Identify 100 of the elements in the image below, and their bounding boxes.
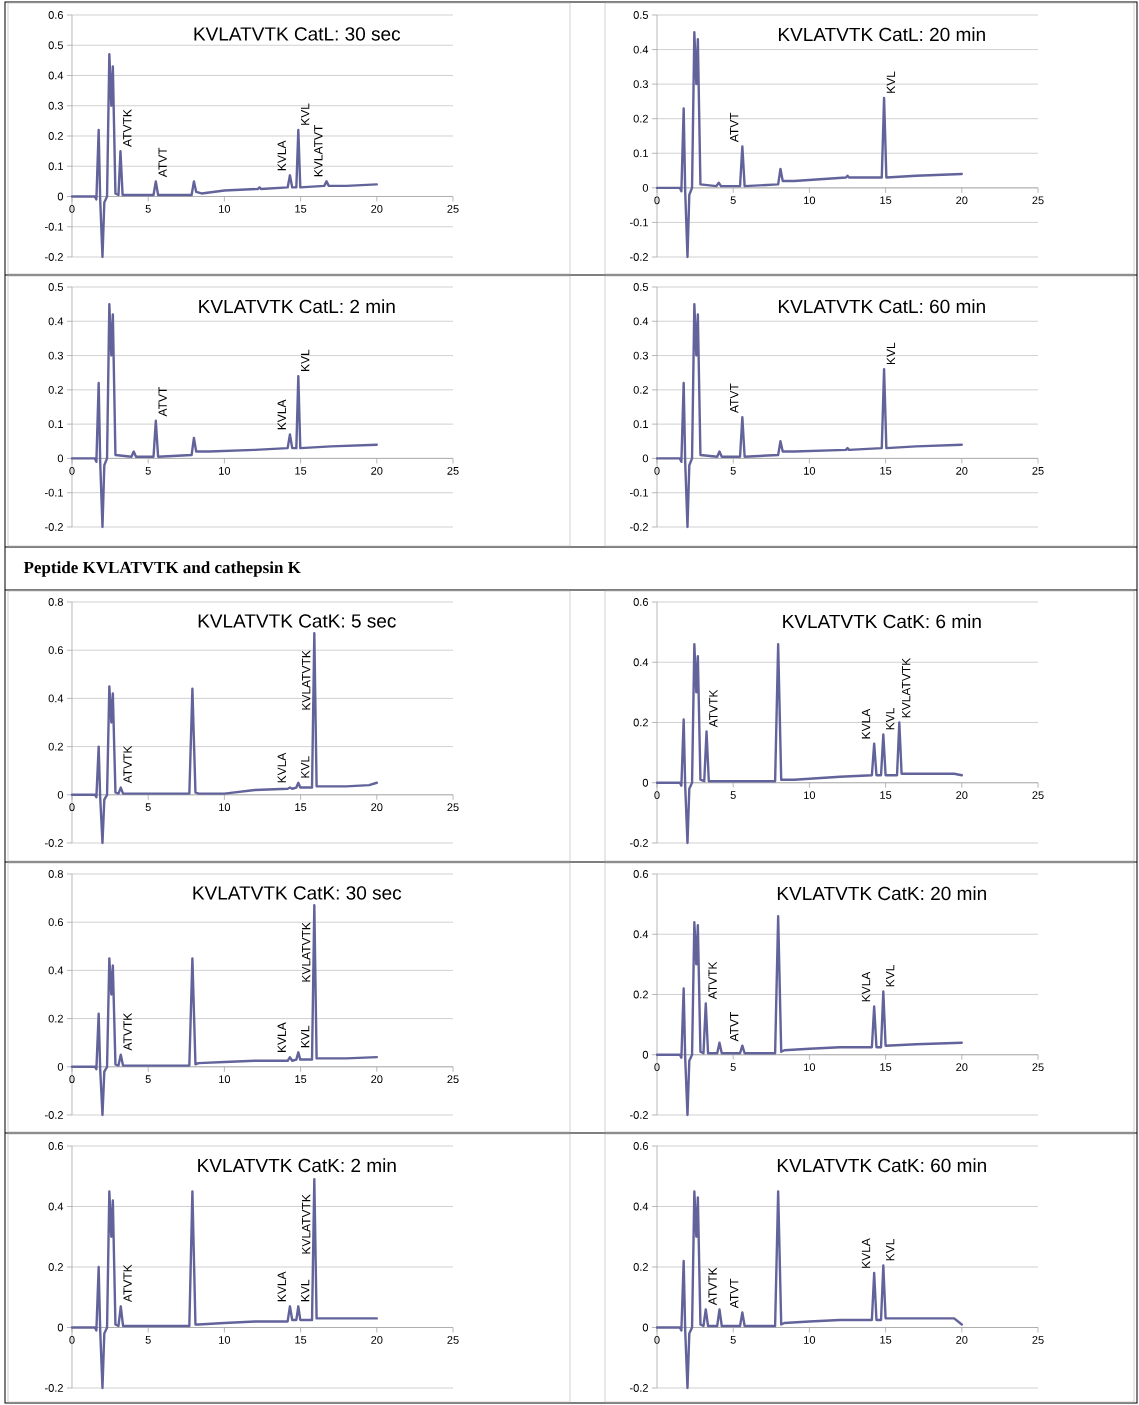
text: KVLATVTK CatL: 2 min <box>199 299 395 314</box>
text: KVLATVTK CatK: 20 min <box>777 886 986 901</box>
x-tick-label: 5 <box>145 466 151 475</box>
y-tick-label: 0.4 <box>48 1202 64 1211</box>
x-tick-label: 25 <box>1032 196 1044 205</box>
y-tick-label: 0 <box>642 778 649 787</box>
annotation: KVL <box>301 349 310 371</box>
y-tick-label: 0.2 <box>633 114 648 123</box>
y-tick-label: 0.8 <box>48 598 63 606</box>
x-tick-label: 5 <box>145 803 151 811</box>
x-tick-label: 10 <box>804 791 816 800</box>
y-tick-label: 0.2 <box>633 990 648 999</box>
chart-title: KVLATVTK CatK: 30 sec <box>193 886 402 900</box>
y-tick-label: 0.8 <box>48 870 63 878</box>
annotation: KVLA <box>277 399 286 430</box>
y-tick-label: -0.2 <box>630 1384 648 1392</box>
y-tick-label: 0.4 <box>633 1202 649 1211</box>
y-tick-label: 0.1 <box>48 420 63 429</box>
annotation: ATVT <box>158 147 167 178</box>
x-tick-label: 0 <box>654 791 660 800</box>
x-tick-label: 15 <box>880 1336 892 1344</box>
x-tick-label: 15 <box>295 466 307 475</box>
y-tick-label: -0.1 <box>45 222 63 231</box>
y-tick-label: 0.2 <box>48 1014 63 1023</box>
annotation: KVLA <box>277 1271 286 1302</box>
x-tick-label: 10 <box>219 803 231 812</box>
x-tick-label: 5 <box>730 1336 736 1344</box>
x-tick-label: 20 <box>371 1336 383 1344</box>
y-tick-label: -0.2 <box>45 523 63 531</box>
annotation: ATVTK <box>709 689 718 728</box>
text: KVLATVTK CatL: 60 min <box>778 299 985 314</box>
y-tick-label: 0.2 <box>48 132 63 140</box>
y-tick-label: 0.3 <box>633 80 648 89</box>
y-tick-label: -0.2 <box>630 839 648 847</box>
x-tick-label: 5 <box>730 1063 736 1071</box>
y-tick-label: 0 <box>642 454 649 463</box>
y-tick-label: 0.5 <box>633 283 648 291</box>
y-tick-label: 0.4 <box>48 71 64 80</box>
x-tick-label: 15 <box>880 1063 892 1071</box>
x-tick-label: 20 <box>371 466 383 475</box>
y-tick-label: 0.1 <box>633 149 648 158</box>
annotation: ATVTK <box>123 109 132 147</box>
annotation: ATVTK <box>123 1264 132 1303</box>
annotation: KVL <box>301 1025 310 1048</box>
y-tick-label: -0.2 <box>45 839 63 847</box>
chart-title: KVLATVTK CatK: 5 sec <box>198 614 396 628</box>
y-tick-label: -0.2 <box>45 1384 63 1392</box>
annotation: KVL <box>886 1239 895 1261</box>
x-tick-label: 0 <box>69 1075 75 1084</box>
x-tick-label: 5 <box>730 196 736 205</box>
y-tick-label: 0.3 <box>48 101 63 110</box>
annotation: ATVTK <box>708 1267 717 1306</box>
x-tick-label: 15 <box>295 1075 307 1083</box>
x-tick-label: 10 <box>804 196 816 205</box>
x-tick-label: 15 <box>880 466 892 475</box>
y-tick-label: 0.4 <box>633 45 649 54</box>
x-tick-label: 20 <box>371 803 383 812</box>
annotation: KVL <box>301 103 310 125</box>
annotation: ATVTK <box>708 961 717 1000</box>
x-tick-label: 15 <box>880 791 892 799</box>
y-tick-label: 0.6 <box>48 918 63 927</box>
annotation: KVL <box>886 71 896 93</box>
text: KVLATVTK CatK: 60 min <box>777 1158 986 1173</box>
x-tick-label: 10 <box>804 466 816 475</box>
y-tick-label: 0.6 <box>633 870 648 878</box>
x-tick-label: 0 <box>69 803 75 812</box>
y-tick-label: 0 <box>57 454 64 463</box>
y-tick-label: 0.2 <box>48 742 63 751</box>
y-tick-label: -0.1 <box>630 218 648 227</box>
annotation: KVLATVTK <box>302 922 311 982</box>
x-tick-label: 0 <box>654 466 660 475</box>
x-tick-label: 0 <box>654 1336 660 1344</box>
x-tick-label: 10 <box>804 1336 816 1344</box>
annotation: ATVTK <box>123 745 132 784</box>
y-tick-label: 0.6 <box>633 598 648 606</box>
y-tick-label: 0.3 <box>48 351 63 360</box>
x-tick-label: 5 <box>145 1336 151 1344</box>
y-tick-label: 0.5 <box>48 283 63 291</box>
x-tick-label: 25 <box>1032 791 1044 800</box>
annotation: ATVTK <box>123 1012 132 1051</box>
x-tick-label: 25 <box>1032 466 1044 475</box>
y-tick-label: 0.4 <box>633 658 649 667</box>
x-tick-label: 20 <box>956 1336 968 1344</box>
x-tick-label: 5 <box>145 205 151 213</box>
x-tick-label: 20 <box>956 791 968 800</box>
y-tick-label: 0.1 <box>48 162 63 171</box>
annotation: ATVT <box>730 1278 739 1309</box>
x-tick-label: 25 <box>1032 1336 1044 1344</box>
y-tick-label: 0.1 <box>633 420 648 429</box>
text: Peptide KVLATVTK and cathepsin K <box>23 561 301 577</box>
y-tick-label: 0 <box>57 1323 64 1332</box>
annotation: KVLA <box>861 1238 871 1268</box>
y-tick-label: -0.2 <box>45 253 63 261</box>
x-tick-label: 20 <box>956 466 968 475</box>
y-tick-label: 0.4 <box>48 966 64 975</box>
y-tick-label: -0.2 <box>630 253 648 261</box>
annotation: KVLA <box>277 752 286 783</box>
y-tick-label: 0.2 <box>633 718 648 727</box>
x-tick-label: 0 <box>69 1336 75 1344</box>
annotation: KVL <box>886 965 895 987</box>
